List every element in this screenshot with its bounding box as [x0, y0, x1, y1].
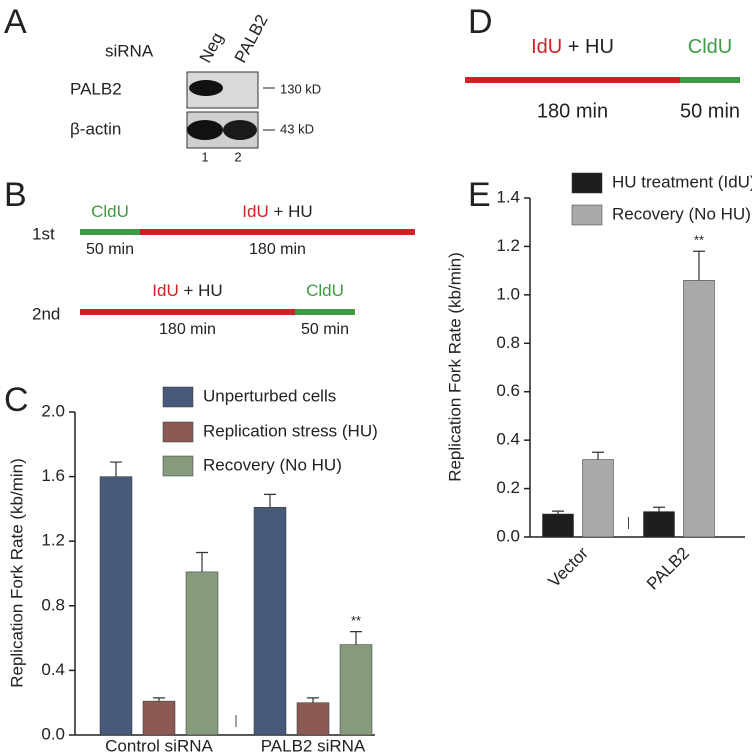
segment-duration: 50 min — [86, 241, 134, 258]
x-tick-label: PALB2 — [643, 544, 693, 594]
segment-label: IdU + HU — [242, 202, 312, 221]
blot-size: 130 kD — [280, 81, 321, 96]
y-tick-label: 0.8 — [41, 595, 65, 614]
blot-size: 43 kD — [280, 121, 314, 136]
x-tick-label: PALB2 siRNA — [261, 736, 366, 754]
segment-treatment: + HU — [568, 36, 614, 58]
timeline-segment — [295, 309, 355, 315]
segment-duration: 180 min — [159, 321, 216, 338]
timeline-segment — [680, 77, 740, 83]
y-tick-label: 0.8 — [496, 333, 520, 352]
y-tick-label: 1.2 — [496, 236, 520, 255]
error-bar — [350, 631, 362, 645]
timeline-segment — [80, 309, 295, 315]
panel-letter: E — [468, 176, 491, 214]
y-tick-label: 1.0 — [496, 284, 520, 303]
y-tick-label: 2.0 — [41, 401, 65, 420]
error-bar — [307, 697, 319, 703]
bar — [582, 459, 614, 538]
legend-swatch — [162, 421, 194, 443]
timeline-segment — [465, 77, 680, 83]
row-label: 1st — [32, 224, 55, 243]
y-tick-label: 0.2 — [496, 478, 520, 497]
blot-band — [223, 120, 257, 140]
blot-label: PALB2 — [70, 79, 122, 98]
bar — [253, 507, 287, 736]
y-axis-label: Replication Fork Rate (kb/min) — [7, 458, 26, 688]
legend-label: Replication stress (HU) — [203, 421, 378, 440]
bar — [185, 571, 219, 736]
segment-label: IdU + HU — [152, 281, 222, 300]
lane-label: PALB2 — [231, 11, 272, 66]
segment-duration: 180 min — [249, 241, 306, 258]
error-bar — [552, 510, 564, 514]
segment-name: IdU — [242, 202, 268, 221]
legend-swatch — [162, 455, 194, 477]
y-axis-label: Replication Fork Rate (kb/min) — [445, 252, 464, 482]
segment-name: IdU — [152, 281, 178, 300]
y-tick-label: 1.4 — [496, 187, 520, 206]
segment-duration: 50 min — [680, 100, 740, 122]
error-bar — [196, 551, 208, 572]
segment-label: CldU — [91, 202, 129, 221]
legend-label: Unperturbed cells — [203, 386, 336, 405]
segment-duration: 180 min — [537, 100, 608, 122]
bar — [643, 511, 675, 538]
error-bar — [264, 493, 276, 508]
row-title: siRNA — [105, 41, 154, 60]
row-label: 2nd — [32, 304, 60, 323]
segment-name: IdU — [531, 36, 562, 58]
legend-swatch — [571, 204, 603, 226]
lane-number: 2 — [234, 149, 241, 164]
lane-number: 1 — [201, 149, 208, 164]
error-bar — [592, 451, 604, 460]
error-bar — [110, 461, 122, 477]
timeline-segment — [80, 229, 140, 235]
x-tick-label: Vector — [544, 543, 592, 591]
segment-duration: 50 min — [301, 321, 349, 338]
blot-label: β-actin — [70, 119, 121, 138]
segment-name: CldU — [306, 281, 344, 300]
panel-letter: B — [4, 176, 27, 214]
y-tick-label: 0.6 — [496, 381, 520, 400]
error-bar — [653, 506, 665, 512]
legend-label: Recovery (No HU) — [612, 204, 751, 223]
bar — [142, 700, 176, 736]
segment-name: CldU — [688, 36, 732, 58]
error-bar — [693, 250, 705, 281]
y-tick-label: 0.4 — [496, 430, 520, 449]
segment-label: IdU + HU — [531, 36, 614, 58]
blot-band — [189, 80, 223, 96]
segment-treatment: + HU — [183, 281, 222, 300]
legend-label: HU treatment (IdU) — [612, 172, 752, 191]
y-tick-label: 0.0 — [496, 526, 520, 545]
segment-label: CldU — [688, 36, 732, 58]
panel-letter: D — [468, 3, 493, 41]
error-bar — [153, 697, 165, 702]
bar — [99, 476, 133, 736]
panel-letter: C — [4, 381, 29, 419]
y-tick-label: 0.4 — [41, 660, 65, 679]
bar — [339, 644, 373, 736]
segment-treatment: + HU — [273, 202, 312, 221]
y-tick-label: 1.2 — [41, 531, 65, 550]
timeline-segment — [140, 229, 415, 235]
legend-label: Recovery (No HU) — [203, 455, 342, 474]
blot-band — [187, 120, 223, 140]
y-tick-label: 0.0 — [41, 724, 65, 743]
bar — [542, 513, 574, 538]
panel-letter: A — [4, 3, 27, 41]
lane-label: Neg — [196, 30, 227, 66]
segment-name: CldU — [91, 202, 129, 221]
y-tick-label: 1.6 — [41, 466, 65, 485]
significance-label: ** — [694, 233, 704, 248]
segment-label: CldU — [306, 281, 344, 300]
significance-label: ** — [351, 613, 361, 628]
legend-swatch — [571, 172, 603, 194]
bar — [296, 702, 330, 736]
bar — [683, 280, 715, 538]
legend-swatch — [162, 386, 194, 408]
x-tick-label: Control siRNA — [105, 736, 213, 754]
